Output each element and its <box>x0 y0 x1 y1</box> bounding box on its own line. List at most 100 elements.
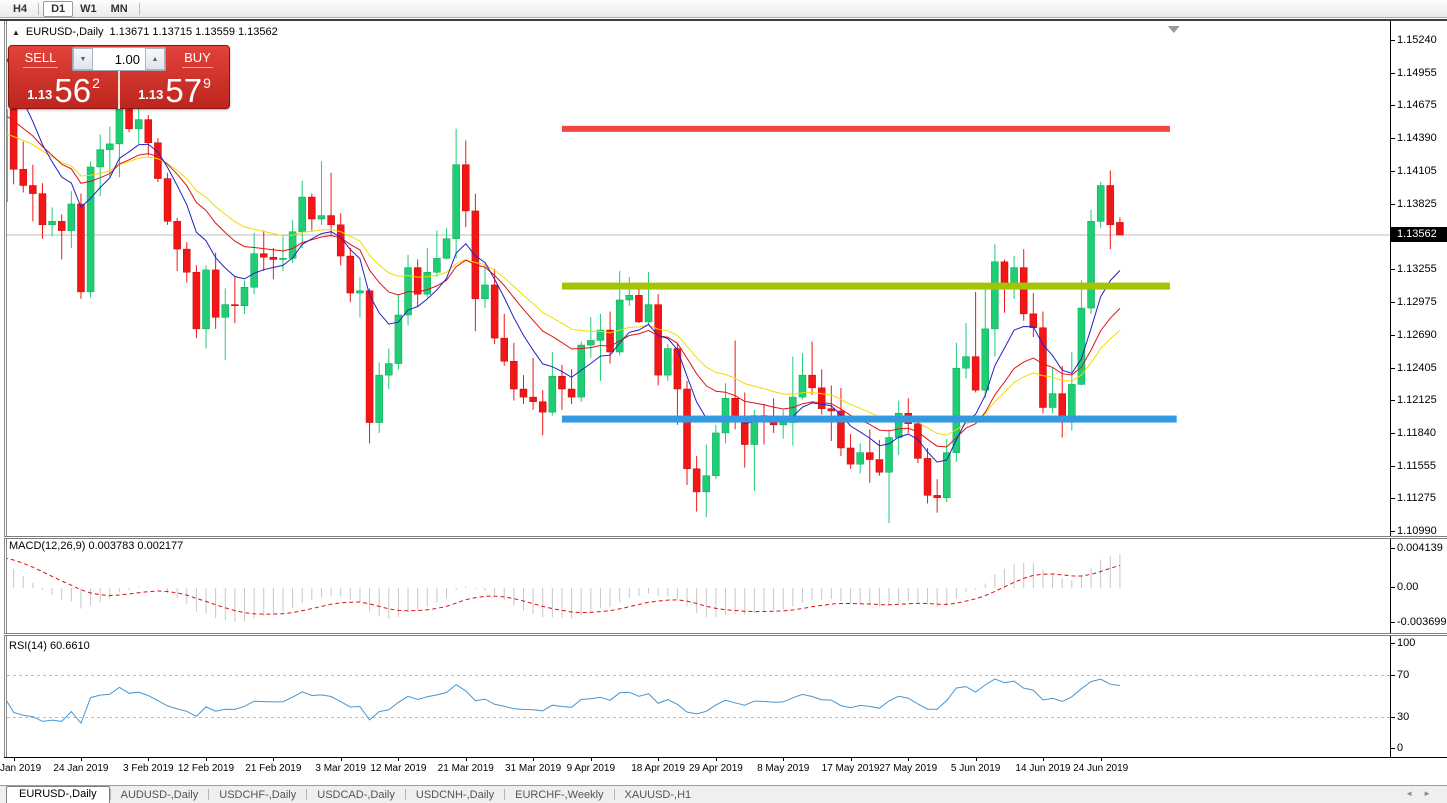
buy-button[interactable]: BUY <box>166 46 229 71</box>
date-axis-label: 27 May 2019 <box>879 763 938 774</box>
tab-usdcnh-daily[interactable]: USDCNH-,Daily <box>415 789 495 801</box>
tab-eurchf-weekly[interactable]: EURCHF-,Weekly <box>515 789 604 801</box>
buy-price-small: 1.13 <box>138 87 164 102</box>
price-axis-label: 1.11275 <box>1397 492 1436 505</box>
volume-decrease-button[interactable]: ▼ <box>73 48 93 70</box>
timeframe-mn[interactable]: MN <box>110 2 128 15</box>
rsi-axis-label: 70 <box>1397 668 1410 681</box>
ma-line-16 <box>7 115 1121 448</box>
tab-separator <box>109 789 111 800</box>
timeframe-h4[interactable]: H4 <box>13 2 28 15</box>
buy-price-display[interactable]: 1.13 57 9 <box>120 71 229 109</box>
date-tick-mark <box>206 758 208 761</box>
rsi-line <box>7 678 1120 725</box>
axis-tick-mark <box>1391 171 1395 173</box>
macd-pane[interactable] <box>7 539 1390 633</box>
volume-input[interactable] <box>93 48 145 70</box>
axis-tick-mark <box>1391 716 1395 718</box>
date-tick-mark <box>13 758 15 761</box>
spinner-up-icon: ▲ <box>151 55 159 63</box>
macd-pane-splitter[interactable] <box>4 536 1447 539</box>
date-tick-mark <box>783 758 785 761</box>
price-axis-label: 1.12690 <box>1397 328 1437 341</box>
date-tick-mark <box>1100 758 1102 761</box>
hline-1.1312[interactable] <box>561 282 1170 290</box>
price-axis-label: 1.14955 <box>1397 66 1437 79</box>
date-tick-mark <box>80 758 82 761</box>
price-axis-label: 1.12125 <box>1397 394 1437 407</box>
tab-scroll-arrows[interactable]: ◄► <box>1405 789 1441 798</box>
rsi-chart-svg <box>7 675 1390 725</box>
price-axis-label: 1.12975 <box>1397 295 1437 308</box>
chart-window-left-border <box>4 21 7 757</box>
date-tick-mark <box>398 758 400 761</box>
tab-separator <box>504 789 506 800</box>
chart-window-top-border <box>0 19 1447 21</box>
price-axis-label: 1.14105 <box>1397 165 1437 178</box>
hline-1.1197[interactable] <box>561 415 1177 423</box>
rsi-axis-label: 100 <box>1397 637 1416 649</box>
date-axis-label: 17 May 2019 <box>821 763 880 774</box>
date-tick-mark <box>975 758 977 761</box>
sell-price-sup: 2 <box>92 75 100 91</box>
date-axis-label: 9 Apr 2019 <box>566 763 615 774</box>
date-axis-label: 18 Apr 2019 <box>631 763 686 774</box>
chart-ohlc-values: 1.13671 1.13715 1.13559 1.13562 <box>109 26 278 38</box>
macd-axis-label: 0.004139 <box>1397 542 1443 554</box>
timeframe-toolbar: H4 D1 W1 MN <box>0 0 1447 18</box>
date-axis-label: 24 Jun 2019 <box>1073 763 1129 774</box>
tab-usdchf-daily[interactable]: USDCHF-,Daily <box>219 789 297 801</box>
collapse-trade-panel-icon[interactable]: ▲ <box>12 27 20 37</box>
date-tick-mark <box>533 758 535 761</box>
axis-tick-mark <box>1391 587 1395 589</box>
price-axis-label: 1.14675 <box>1397 99 1437 112</box>
price-axis-label: 1.14390 <box>1397 132 1437 145</box>
sell-button[interactable]: SELL <box>9 46 72 71</box>
ma-line-8 <box>7 57 1121 463</box>
date-axis-label: 12 Feb 2019 <box>177 763 235 774</box>
tab-separator <box>208 789 210 800</box>
date-axis-label: 29 Apr 2019 <box>688 763 743 774</box>
main-price-pane[interactable] <box>7 21 1390 536</box>
macd-signal-line <box>7 557 1121 615</box>
date-tick-mark <box>340 758 342 761</box>
rsi-axis-label: 0 <box>1397 742 1404 754</box>
sell-price-big: 56 <box>54 72 92 109</box>
date-axis-label: 21 Mar 2019 <box>437 763 494 774</box>
tab-separator <box>306 789 308 800</box>
tab-usdcad-daily[interactable]: USDCAD-,Daily <box>317 789 395 801</box>
axis-tick-mark <box>1391 466 1395 468</box>
date-axis-label: 3 Feb 2019 <box>122 763 174 774</box>
chart-shift-marker-icon[interactable] <box>1167 26 1180 33</box>
axis-tick-mark <box>1391 674 1395 676</box>
axis-tick-mark <box>1391 531 1395 533</box>
tab-scroll-left-icon[interactable]: ◄ <box>1405 789 1424 798</box>
date-axis-label: 15 Jan 2019 <box>0 763 42 774</box>
rsi-pane-splitter[interactable] <box>4 633 1447 636</box>
date-tick-mark <box>658 758 660 761</box>
moving-averages-group <box>7 57 1121 463</box>
timeframe-d1[interactable]: D1 <box>43 0 74 17</box>
tab-audusd-daily[interactable]: AUDUSD-,Daily <box>120 789 199 801</box>
macd-indicator-label: MACD(12,26,9) 0.003783 0.002177 <box>9 540 184 552</box>
date-axis-label: 31 Mar 2019 <box>505 763 562 774</box>
date-axis-border <box>4 757 1447 758</box>
date-tick-mark <box>715 758 717 761</box>
tab-eurusd-daily[interactable]: EURUSD-,Daily <box>6 786 110 803</box>
sell-price-display[interactable]: 1.13 56 2 <box>9 71 118 109</box>
axis-tick-mark <box>1391 105 1395 107</box>
rsi-pane[interactable] <box>7 636 1390 757</box>
current-price-badge: 1.13562 <box>1390 226 1447 242</box>
sell-price-small: 1.13 <box>27 87 53 102</box>
date-tick-mark <box>850 758 852 761</box>
axis-tick-mark <box>1391 643 1395 644</box>
tab-scroll-right-icon[interactable]: ► <box>1423 789 1441 798</box>
tab-xauusd-h1[interactable]: XAUUSD-,H1 <box>624 789 692 801</box>
date-tick-mark <box>148 758 150 761</box>
hline-1.1448[interactable] <box>561 125 1170 132</box>
trade-panel-top-row: SELL ▼ ▲ BUY <box>9 46 229 71</box>
volume-increase-button[interactable]: ▲ <box>145 48 165 70</box>
timeframe-w1[interactable]: W1 <box>80 2 97 15</box>
date-axis-label: 24 Jan 2019 <box>53 763 109 774</box>
